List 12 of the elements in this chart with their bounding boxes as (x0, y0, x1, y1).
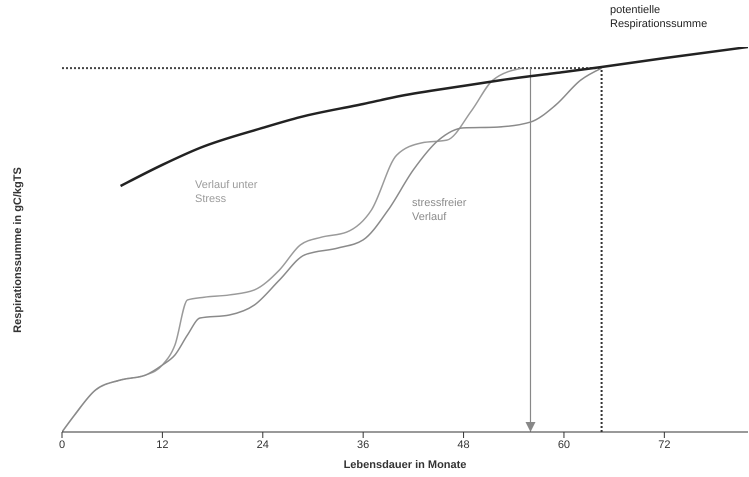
x-tick-label: 36 (357, 438, 370, 451)
x-tick-label: 0 (58, 438, 66, 451)
series-label: stressfreier Verlauf (412, 196, 468, 224)
text: Verlauf unter Stress (195, 178, 258, 206)
x-tick-label: 48 (457, 438, 470, 451)
x-tick-label: 24 (256, 438, 269, 451)
x-tick-label: 12 (156, 438, 169, 451)
x-axis-title: Lebensdauer in Monate (342, 459, 468, 471)
x-tick-label: 72 (658, 438, 670, 451)
y-axis-title: Respirationssumme in gC/kgTS (12, 167, 24, 333)
text: potentielle Respirationssumme (610, 3, 708, 31)
x-tick-label: 60 (558, 438, 570, 451)
